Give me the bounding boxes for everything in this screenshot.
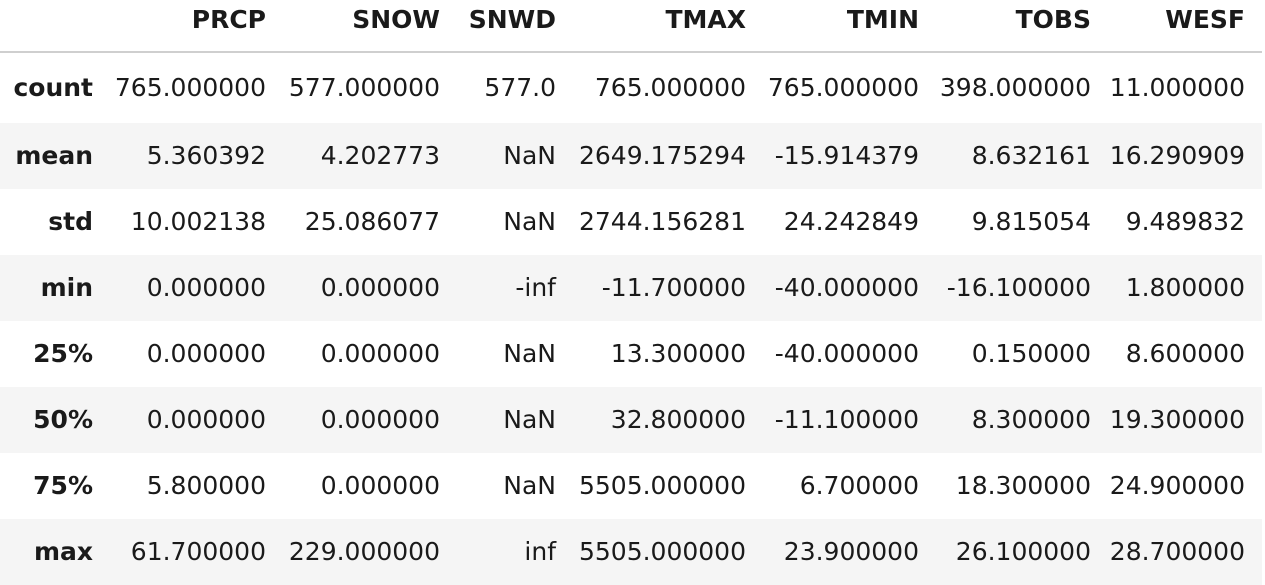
table-cell: 0.150000 xyxy=(971,339,1091,368)
table-cell: -16.100000 xyxy=(946,273,1091,302)
table-cell: 765.000000 xyxy=(767,73,919,102)
column-header: TMIN xyxy=(763,0,936,53)
table-cell: 13.300000 xyxy=(610,339,746,368)
column-header: TMAX xyxy=(573,0,763,53)
table-cell: 5.800000 xyxy=(146,471,266,500)
table-cell: 0.000000 xyxy=(320,405,440,434)
table-cell: 577.000000 xyxy=(288,73,440,102)
table-row: 50% 0.000000 0.000000 NaN 32.800000 -11.… xyxy=(0,387,1262,453)
table-cell: NaN xyxy=(503,405,556,434)
table-cell: 0.000000 xyxy=(320,273,440,302)
table-row: count 765.000000 577.000000 577.0 765.00… xyxy=(0,52,1262,123)
table-cell: NaN xyxy=(503,339,556,368)
row-label: 50% xyxy=(33,405,93,434)
table-cell: 23.900000 xyxy=(783,537,919,566)
table-cell: 765.000000 xyxy=(114,73,266,102)
table-cell: 19.300000 xyxy=(1109,405,1245,434)
table-cell: 0.000000 xyxy=(146,405,266,434)
table-cell: 9.489832 xyxy=(1125,207,1245,236)
table-cell: 2744.156281 xyxy=(578,207,746,236)
row-label: max xyxy=(33,537,93,566)
table-cell: 32.800000 xyxy=(610,405,746,434)
table-cell: 5.360392 xyxy=(146,141,266,170)
table-cell: 1.800000 xyxy=(1125,273,1245,302)
table-cell: -40.000000 xyxy=(774,273,919,302)
table-cell: 2649.175294 xyxy=(578,141,746,170)
table-row: 75% 5.800000 0.000000 NaN 5505.000000 6.… xyxy=(0,453,1262,519)
table-cell: NaN xyxy=(503,141,556,170)
table-row: min 0.000000 0.000000 -inf -11.700000 -4… xyxy=(0,255,1262,321)
table-cell: 0.000000 xyxy=(146,273,266,302)
table-cell: inf xyxy=(524,537,556,566)
table-cell: 577.0 xyxy=(484,73,556,102)
index-header xyxy=(0,0,110,53)
table-cell: 0.000000 xyxy=(320,471,440,500)
row-label: min xyxy=(40,273,93,302)
table-cell: -40.000000 xyxy=(774,339,919,368)
table-cell: -11.100000 xyxy=(774,405,919,434)
table-cell: 11.000000 xyxy=(1109,73,1245,102)
table-row: 25% 0.000000 0.000000 NaN 13.300000 -40.… xyxy=(0,321,1262,387)
table-cell: 61.700000 xyxy=(130,537,266,566)
table-cell: 5505.000000 xyxy=(578,537,746,566)
table-cell: 398.000000 xyxy=(939,73,1091,102)
table-cell: 25.086077 xyxy=(304,207,440,236)
row-label: 25% xyxy=(33,339,93,368)
table-cell: 9.815054 xyxy=(971,207,1091,236)
table-cell: 5505.000000 xyxy=(578,471,746,500)
table-cell: 16.290909 xyxy=(1109,141,1245,170)
table-cell: -11.700000 xyxy=(601,273,746,302)
table-row: mean 5.360392 4.202773 NaN 2649.175294 -… xyxy=(0,123,1262,189)
row-label: mean xyxy=(15,141,93,170)
row-label: count xyxy=(13,73,93,102)
column-header: SNOW xyxy=(283,0,457,53)
column-header: PRCP xyxy=(110,0,283,53)
table-cell: -inf xyxy=(515,273,556,302)
table-cell: 28.700000 xyxy=(1109,537,1245,566)
table-cell: 765.000000 xyxy=(594,73,746,102)
table-cell: 8.632161 xyxy=(971,141,1091,170)
table-cell: 8.300000 xyxy=(971,405,1091,434)
row-label: std xyxy=(48,207,93,236)
table-row: max 61.700000 229.000000 inf 5505.000000… xyxy=(0,519,1262,585)
row-label: 75% xyxy=(33,471,93,500)
table-cell: 0.000000 xyxy=(146,339,266,368)
column-header: TOBS xyxy=(936,0,1108,53)
table-row: std 10.002138 25.086077 NaN 2744.156281 … xyxy=(0,189,1262,255)
column-header: WESF xyxy=(1108,0,1262,53)
table-cell: NaN xyxy=(503,207,556,236)
table-body: count 765.000000 577.000000 577.0 765.00… xyxy=(0,52,1262,585)
table-cell: NaN xyxy=(503,471,556,500)
table-cell: 10.002138 xyxy=(130,207,266,236)
table-cell: 26.100000 xyxy=(955,537,1091,566)
table-cell: 24.242849 xyxy=(783,207,919,236)
table-cell: 24.900000 xyxy=(1109,471,1245,500)
table-cell: 4.202773 xyxy=(320,141,440,170)
table-cell: 18.300000 xyxy=(955,471,1091,500)
header-row: PRCP SNOW SNWD TMAX TMIN TOBS WESF xyxy=(0,0,1262,53)
table-cell: 6.700000 xyxy=(799,471,919,500)
table-cell: 229.000000 xyxy=(288,537,440,566)
column-header: SNWD xyxy=(457,0,573,53)
table-cell: 8.600000 xyxy=(1125,339,1245,368)
table-cell: 0.000000 xyxy=(320,339,440,368)
table-cell: -15.914379 xyxy=(774,141,919,170)
